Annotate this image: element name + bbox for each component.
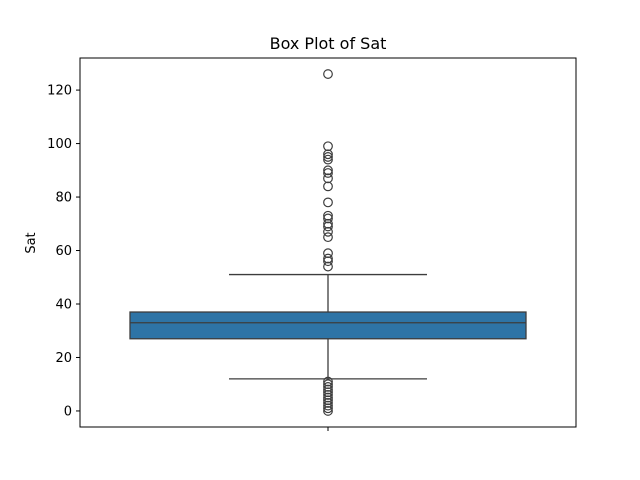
- outlier-point: [323, 69, 333, 79]
- y-axis-label: Sat: [24, 232, 39, 253]
- outlier-point: [323, 154, 333, 165]
- outlier-point: [323, 253, 333, 264]
- y-tick-label: 120: [47, 84, 72, 99]
- outlier-point: [323, 232, 333, 243]
- outlier-point: [323, 213, 333, 224]
- chart-title: Box Plot of Sat: [270, 34, 387, 53]
- y-tick-label: 20: [55, 351, 72, 366]
- outlier-point: [323, 181, 333, 192]
- outlier-point: [323, 152, 333, 162]
- y-tick-label: 100: [47, 137, 72, 152]
- y-tick-label: 0: [64, 404, 72, 419]
- outlier-point: [323, 381, 333, 392]
- plot-area: 0 20 40 60 80 100 120: [47, 57, 577, 431]
- outlier-point: [323, 379, 333, 390]
- y-tick-label: 80: [55, 191, 72, 206]
- y-tick-label: 40: [55, 298, 72, 313]
- y-tick-label: 60: [55, 244, 72, 259]
- outlier-point: [323, 165, 333, 176]
- outlier-point: [323, 376, 333, 387]
- iqr-box: [129, 311, 527, 340]
- outlier-point: [323, 141, 333, 152]
- outlier-point: [323, 168, 333, 178]
- outlier-point: [323, 197, 333, 208]
- outlier-point: [323, 248, 333, 259]
- outlier-point: [323, 210, 333, 221]
